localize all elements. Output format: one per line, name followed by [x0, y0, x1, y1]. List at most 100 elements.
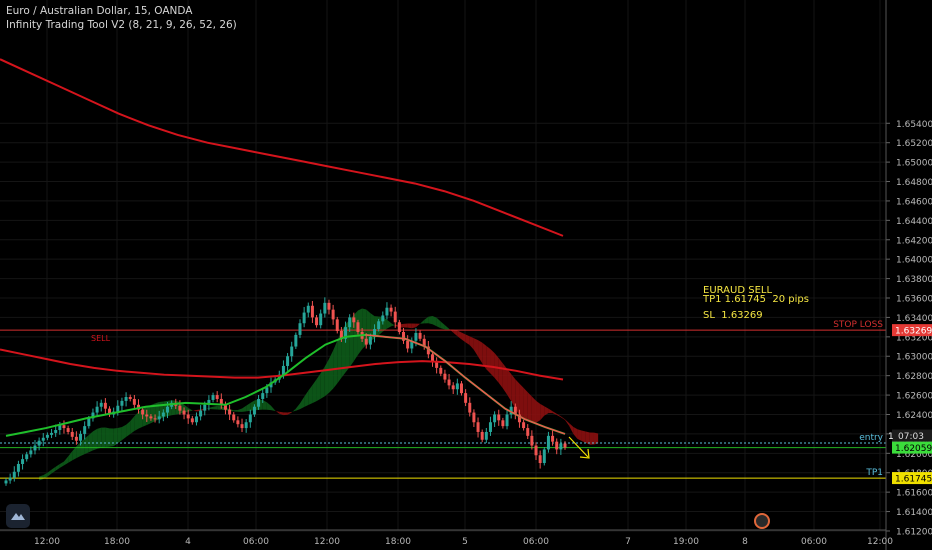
indicator-title[interactable]: Infinity Trading Tool V2 (8, 21, 9, 26, … [6, 19, 237, 31]
cloud-segment [411, 323, 416, 329]
cloud-segment [246, 402, 251, 412]
candle-body [497, 414, 501, 421]
cloud-segment [432, 316, 437, 327]
level-tag-price: 1.62059 [895, 444, 932, 454]
candle-body [74, 436, 78, 441]
candle-body [310, 305, 314, 318]
chart-legend: Euro / Australian Dollar, 15, OANDA Infi… [6, 4, 237, 32]
direction-arrow [568, 436, 589, 458]
price-axis[interactable]: 1.65400 1.65200 1.65000 1.64800 1.64600 1.644… [885, 0, 932, 550]
cloud-segment [101, 427, 106, 448]
y-tick-label: 1.61400 [896, 508, 932, 518]
cloud-segment [59, 461, 64, 468]
candle-body [211, 395, 215, 400]
candle-body [551, 435, 555, 442]
candle-body [348, 317, 352, 328]
cloud-segment [469, 336, 474, 350]
candle-body [464, 393, 468, 403]
candle-body [145, 414, 149, 417]
time-axis[interactable]: 12:00 18:00 4 06:00 12:00 18:00 5 06:00 7 19:00 8 0… [0, 529, 893, 547]
cloud-segment [436, 317, 441, 329]
cloud-segment [337, 331, 342, 384]
candle-body [103, 402, 107, 409]
candle-body [286, 356, 290, 366]
cloud-segment [213, 406, 218, 410]
candle-body [563, 443, 567, 448]
cloud-segment [569, 423, 574, 434]
level-tag-bg [892, 472, 932, 485]
candle-body [203, 404, 207, 411]
cloud-segment [146, 405, 151, 425]
candle-body [199, 410, 203, 417]
candle-body [426, 346, 430, 355]
candle-body [526, 428, 530, 436]
candle-body [356, 322, 360, 332]
cloud-segment [262, 400, 267, 410]
tradingview-logo-icon[interactable] [6, 504, 30, 528]
cloud-segment [237, 408, 243, 412]
level-label: TP1 [865, 468, 883, 478]
cloud-segment [577, 429, 582, 441]
candle-body [91, 412, 95, 419]
candle-body [41, 437, 45, 441]
cloud-segment [113, 427, 118, 447]
cloud-segment [386, 319, 392, 329]
candle-body [223, 404, 227, 410]
candle-body [244, 422, 248, 429]
candle-body [493, 414, 497, 423]
cloud-segment [304, 390, 309, 407]
symbol-title[interactable]: Euro / Australian Dollar, 15, OANDA [6, 5, 193, 17]
candle-body [294, 334, 298, 347]
candle-body [306, 305, 310, 313]
cloud-segment [349, 315, 354, 368]
cloud-segment [548, 408, 553, 414]
y-tick-label: 1.65000 [896, 159, 932, 169]
candle-body [29, 450, 33, 455]
candle-body [414, 332, 418, 341]
cloud-segment [43, 472, 48, 480]
candle-body [128, 397, 132, 399]
candle-body [319, 313, 323, 326]
candle-body [153, 418, 157, 420]
candle-body [538, 455, 542, 464]
cloud-segment [217, 406, 222, 410]
candle-body [120, 400, 124, 406]
cloud-segment [333, 340, 338, 389]
candle-body [480, 431, 484, 440]
candle-body [505, 414, 509, 427]
candle-body [79, 433, 83, 441]
cloud-segment [428, 316, 433, 325]
level-tag-price: 1.63269 [895, 327, 932, 337]
candle-body [393, 311, 397, 323]
candle-body [207, 399, 211, 405]
cloud-segment [266, 402, 272, 411]
candle-body [248, 414, 252, 423]
candle-body [352, 317, 356, 323]
cloud-segment [415, 323, 421, 328]
candle-body [418, 332, 422, 339]
cloud-segment [117, 426, 122, 444]
x-tick-label: 19:00 [673, 537, 699, 547]
candle-body [54, 430, 58, 433]
candle-body [410, 340, 414, 349]
snapshot-icon[interactable] [754, 513, 770, 529]
candle-body [87, 418, 91, 427]
cloud-segment [461, 332, 466, 343]
cloud-segment [88, 431, 93, 453]
candle-body [45, 434, 49, 438]
price-levels: STOP LOSS entry TP1 [0, 320, 886, 479]
cloud-segment [357, 308, 363, 355]
candle-body [228, 409, 232, 415]
cloud-segment [507, 368, 512, 402]
y-tick-label: 1.63000 [896, 353, 932, 363]
cloud-segment [72, 446, 77, 461]
candle-body [447, 379, 451, 386]
candle-body [397, 322, 401, 332]
candle-body [269, 382, 273, 388]
cloud-segment [328, 350, 334, 393]
candle-body [16, 463, 20, 472]
candle-body [455, 383, 459, 390]
